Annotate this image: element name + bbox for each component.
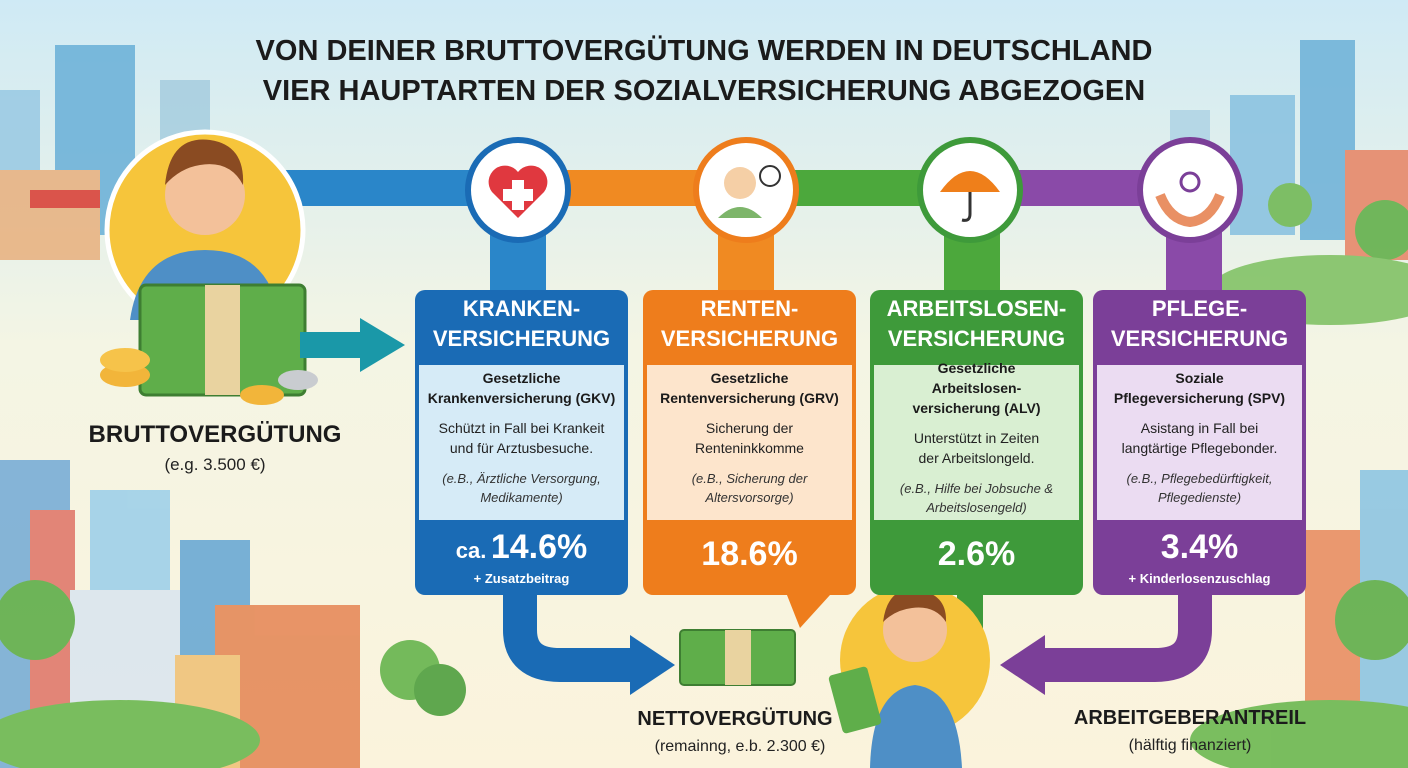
card-name: Krankenversicherung (GKV) — [428, 390, 616, 406]
card-header: PFLEGE- — [1152, 296, 1247, 321]
insurance-card: PFLEGE- VERSICHERUNG Soziale Pflegeversiche… — [1093, 290, 1306, 595]
card-body — [647, 365, 852, 520]
card-name: Gesetzliche — [711, 370, 789, 386]
card-note: + Zusatzbeitrag — [474, 571, 570, 586]
rate-value: 14.6% — [491, 528, 587, 566]
card-name: Gesetzliche — [938, 360, 1016, 376]
card-header: KRANKEN- — [463, 296, 580, 321]
card-body — [874, 365, 1079, 520]
rate-value: 2.6% — [938, 535, 1016, 573]
card-description: Renteninkkomme — [695, 440, 804, 456]
net-example: (remainng, e.b. 2.300 €) — [655, 738, 826, 755]
card-rate: 18.6% — [701, 535, 797, 573]
card-name: Soziale — [1175, 370, 1223, 386]
gross-example: (e.g. 3.500 €) — [164, 455, 265, 474]
card-description: Sicherung der — [706, 420, 794, 436]
rate-prefix: ca. — [456, 538, 487, 563]
card-example: Pflegedienste) — [1158, 490, 1241, 505]
card-example: (e.B., Ärztliche Versorgung, — [442, 471, 600, 486]
city-right — [1170, 40, 1408, 768]
insurance-card: KRANKEN- VERSICHERUNG Gesetzliche Krankenve… — [415, 290, 628, 595]
card-body — [419, 365, 624, 520]
card-example: (e.B., Hilfe bei Jobsuche & — [900, 481, 1053, 496]
icon-circles — [465, 137, 1243, 243]
insurance-card: RENTEN- VERSICHERUNG Gesetzliche Rentenvers… — [643, 290, 856, 595]
card-name: Arbeitslosen- — [932, 380, 1022, 396]
card-rate: 2.6% — [938, 535, 1016, 573]
cards: KRANKEN- VERSICHERUNG Gesetzliche Krankenve… — [415, 290, 1306, 595]
title-line: VIER HAUPTARTEN DER SOZIALVERSICHERUNG A… — [263, 75, 1145, 107]
card-example: Altersvorsorge) — [704, 490, 793, 505]
net-label: NETTOVERGÜTUNG — [637, 707, 832, 730]
card-body — [1097, 365, 1302, 520]
card-header: VERSICHERUNG — [888, 326, 1065, 351]
card-example: (e.B., Sicherung der — [692, 471, 808, 486]
card-description: langtärtige Pflegebonder. — [1122, 440, 1278, 456]
card-description: Asistang in Fall bei — [1141, 420, 1259, 436]
card-header: VERSICHERUNG — [661, 326, 838, 351]
employer-label: ARBEITGEBERANTREIL — [1074, 707, 1306, 729]
card-name: Gesetzliche — [483, 370, 561, 386]
card-rate: 3.4% — [1161, 528, 1239, 566]
card-rate: ca. 14.6% — [456, 528, 587, 566]
card-example: Medikamente) — [480, 490, 562, 505]
card-example: Arbeitslosengeld) — [925, 500, 1026, 515]
card-name: Pflegeversicherung (SPV) — [1114, 390, 1285, 406]
city-left — [0, 45, 466, 768]
card-description: der Arbeitslongeld. — [919, 450, 1035, 466]
employer-example: (hälftig finanziert) — [1129, 737, 1252, 754]
gross-label: BRUTTOVERGÜTUNG — [89, 421, 342, 448]
card-note: + Kinderlosenzuschlag — [1129, 571, 1271, 586]
card-description: Unterstützt in Zeiten — [914, 430, 1039, 446]
gross-illustration — [100, 129, 318, 405]
card-example: (e.B., Pflegebedürftigkeit, — [1127, 471, 1273, 486]
net-illustration — [679, 585, 990, 768]
card-description: und für Arztusbesuche. — [450, 440, 593, 456]
title-line: VON DEINER BRUTTOVERGÜTUNG WERDEN IN DEU… — [256, 34, 1153, 67]
rate-value: 18.6% — [701, 535, 797, 573]
card-name: Rentenversicherung (GRV) — [660, 390, 839, 406]
insurance-card: ARBEITSLOSEN- VERSICHERUNG Gesetzliche Arbe… — [870, 290, 1083, 595]
card-description: Schützt in Fall bei Krankeit — [439, 420, 605, 436]
card-header: VERSICHERUNG — [1111, 326, 1288, 351]
card-header: RENTEN- — [701, 296, 799, 321]
arrow-right — [300, 318, 405, 372]
card-header: VERSICHERUNG — [433, 326, 610, 351]
card-name: versicherung (ALV) — [912, 400, 1040, 416]
rate-value: 3.4% — [1161, 528, 1239, 566]
card-header: ARBEITSLOSEN- — [887, 296, 1067, 321]
